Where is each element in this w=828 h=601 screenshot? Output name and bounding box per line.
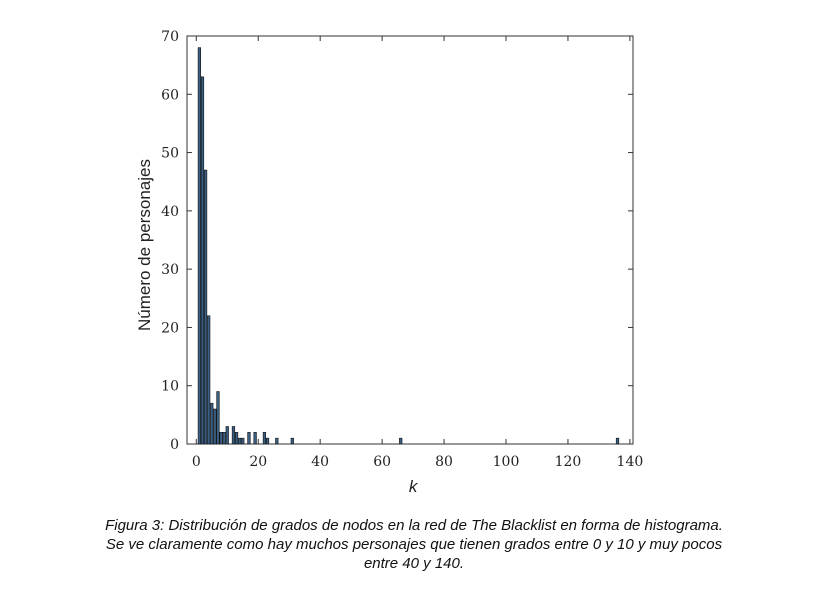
histogram-bar	[210, 402, 214, 445]
histogram-bar	[222, 432, 226, 445]
caption-line-3: entre 40 y 140.	[363, 555, 465, 572]
histogram-bar	[615, 437, 620, 445]
y-tick-label: 60	[161, 87, 179, 103]
x-axis-label: k	[409, 477, 419, 496]
y-tick-label: 10	[161, 379, 179, 395]
histogram-bar	[399, 437, 403, 445]
y-tick-label: 0	[170, 437, 179, 453]
y-tick-label: 20	[161, 320, 179, 336]
x-tick-label: 20	[249, 454, 267, 470]
histogram-bar	[200, 76, 205, 445]
histogram-bar	[241, 437, 245, 445]
histogram-bar	[253, 432, 257, 445]
caption-line-1: Figura 3: Distribución de grados de nodo…	[105, 517, 723, 534]
histogram-bar	[219, 432, 223, 445]
bars-layer	[197, 47, 620, 445]
y-tick-label: 50	[161, 146, 179, 162]
histogram-bar	[231, 426, 236, 445]
histogram-bar	[290, 437, 294, 445]
histogram-bar	[213, 408, 217, 445]
caption-line-2: Se ve claramente como hay muchos persona…	[105, 536, 723, 553]
histogram-bar	[197, 47, 201, 445]
x-tick-label: 80	[435, 454, 453, 470]
histogram-bar	[216, 391, 220, 445]
histogram-bar	[234, 432, 239, 445]
x-tick-label: 120	[555, 454, 582, 470]
histogram-bar	[275, 437, 279, 445]
plot-frame	[186, 35, 634, 445]
x-tick-label: 60	[373, 454, 391, 470]
y-axis-label: Número de personajes	[135, 159, 154, 331]
y-tick-label: 30	[161, 262, 179, 278]
histogram-bar	[265, 437, 270, 445]
figure-caption: Figura 3: Distribución de grados de nodo…	[20, 516, 808, 573]
histogram-bar	[225, 426, 229, 445]
x-tick-label: 140	[617, 454, 644, 470]
histogram-bar	[238, 437, 242, 445]
x-tick-label: 0	[192, 454, 201, 470]
histogram-bar	[203, 169, 208, 445]
histogram-bar	[207, 315, 211, 445]
y-tick-label: 40	[161, 204, 179, 220]
ticks-layer: 0 20 40 60 80 100 120 140 0 10 20 30 40 50 60 70	[161, 29, 643, 470]
x-tick-label: 40	[311, 454, 329, 470]
y-tick-label: 70	[161, 29, 179, 45]
histogram-bar	[262, 432, 267, 445]
histogram-bar	[247, 432, 251, 445]
x-tick-label: 100	[493, 454, 520, 470]
